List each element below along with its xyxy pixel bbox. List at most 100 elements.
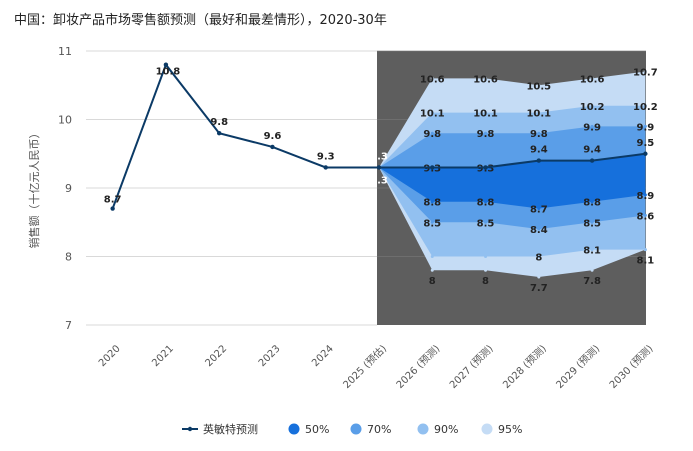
x-tick-label: 2029 (预测) [553, 342, 602, 391]
series-point [643, 151, 648, 156]
band-lower-label: 7.8 [583, 276, 601, 287]
band-marker [484, 131, 488, 135]
band-upper-label: 10.6 [580, 74, 605, 85]
band-marker [590, 268, 594, 272]
band-lower-label: 8.4 [530, 225, 548, 236]
x-tick-label: 2024 [310, 343, 336, 369]
x-tick-label: 2028 (预测) [500, 342, 549, 391]
series-value-label: 9.8 [210, 117, 228, 128]
band-upper-label: 10.6 [420, 74, 445, 85]
band-upper-label: 10.6 [473, 74, 498, 85]
series-point [163, 62, 169, 67]
series-point [110, 206, 115, 211]
band-marker [590, 248, 594, 252]
band-marker [484, 255, 488, 258]
band-marker [643, 104, 647, 108]
band-lower-label: 8.8 [423, 198, 441, 209]
legend-label: 70% [367, 423, 391, 436]
series-value-label: 9.6 [264, 131, 282, 142]
chart-title: 中国：卸妆产品市场零售额预测（最好和最差情形），2020-30年 [14, 13, 387, 28]
legend-line-dot [187, 426, 193, 432]
legend-label: 50% [305, 423, 329, 436]
band-marker [590, 104, 594, 108]
band-marker [537, 83, 541, 87]
legend-label: 95% [498, 423, 522, 436]
band-lower-label: 7.7 [530, 283, 548, 294]
band-marker [484, 76, 488, 80]
legend-dot-marker [481, 423, 493, 435]
band-lower-label: 8.6 [637, 211, 655, 222]
band-lower-label: 8.1 [583, 246, 601, 257]
band-marker [430, 268, 434, 272]
band-marker [537, 227, 541, 231]
band-marker [484, 268, 488, 272]
y-tick-label: 11 [58, 45, 72, 58]
band-lower-label: 8 [482, 276, 489, 287]
band-marker [590, 200, 594, 204]
band-upper-label: 9.8 [423, 129, 441, 140]
band-lower-label: 8.5 [423, 218, 441, 229]
band-lower-label: 8.9 [637, 191, 655, 202]
band-lower-label: 8.8 [477, 198, 495, 209]
band-marker [484, 200, 488, 204]
band-marker [537, 131, 541, 135]
y-tick-label: 7 [65, 319, 72, 332]
legend-dot-marker [350, 423, 362, 435]
band-marker [537, 275, 541, 279]
band-marker [643, 213, 647, 217]
legend-label: 英敏特预测 [203, 422, 258, 436]
band-marker [643, 124, 647, 128]
x-tick-label: 2021 [150, 343, 176, 369]
band-lower-label: 8.7 [530, 205, 548, 216]
band-marker [643, 248, 647, 252]
band-marker [643, 193, 647, 197]
band-marker [430, 255, 434, 258]
band-marker [430, 200, 434, 204]
band-marker [590, 124, 594, 128]
series-point [536, 158, 542, 163]
y-tick-label: 10 [58, 114, 72, 127]
band-upper-label: 10.2 [633, 102, 658, 113]
y-tick-label: 9 [65, 182, 72, 195]
band-upper-label: 9.9 [583, 122, 601, 133]
legend-item: 95% [481, 423, 522, 436]
band-upper-label: 9.9 [637, 122, 655, 133]
band-upper-label: 10.7 [633, 68, 658, 79]
y-axis-label: 销售额（十亿元人民币） [27, 128, 41, 249]
x-tick-label: 2025 (预估) [340, 342, 389, 391]
band-lower-label: 8.8 [583, 198, 601, 209]
band-marker [643, 70, 647, 74]
band-lower-label: 8 [429, 276, 436, 287]
legend-dot-marker [288, 423, 300, 435]
x-tick-label: 2030 (预测) [606, 342, 655, 391]
band-upper-label: 10.1 [526, 109, 551, 120]
x-tick-label: 2023 [257, 343, 283, 369]
legend-item: 70% [350, 423, 391, 436]
band-lower-label: 8.1 [637, 256, 655, 267]
band-marker [484, 220, 488, 224]
band-marker [430, 131, 434, 135]
series-value-label: 9.3 [317, 151, 335, 162]
legend-item: 90% [417, 423, 458, 436]
series-point [216, 131, 222, 136]
band-marker [537, 255, 541, 258]
x-tick-label: 2026 (预测) [393, 342, 442, 391]
band-upper-label: 9.8 [477, 129, 495, 140]
series-value-label: 9.4 [583, 145, 601, 156]
series-point [323, 165, 328, 170]
legend-item: 50% [288, 423, 329, 436]
band-marker [590, 220, 594, 224]
band-marker [430, 220, 434, 224]
band-marker [537, 207, 541, 211]
band-upper-label: 10.5 [526, 81, 551, 92]
series-point [430, 165, 435, 170]
x-tick-label: 2022 [204, 343, 230, 369]
x-tick-label: 2020 [97, 343, 123, 369]
series-point [483, 165, 488, 170]
band-marker [430, 76, 434, 80]
legend-label: 90% [434, 423, 458, 436]
series-point [270, 144, 275, 150]
series-value-label: 10.8 [156, 67, 181, 78]
band-upper-label: 10.1 [420, 109, 445, 120]
